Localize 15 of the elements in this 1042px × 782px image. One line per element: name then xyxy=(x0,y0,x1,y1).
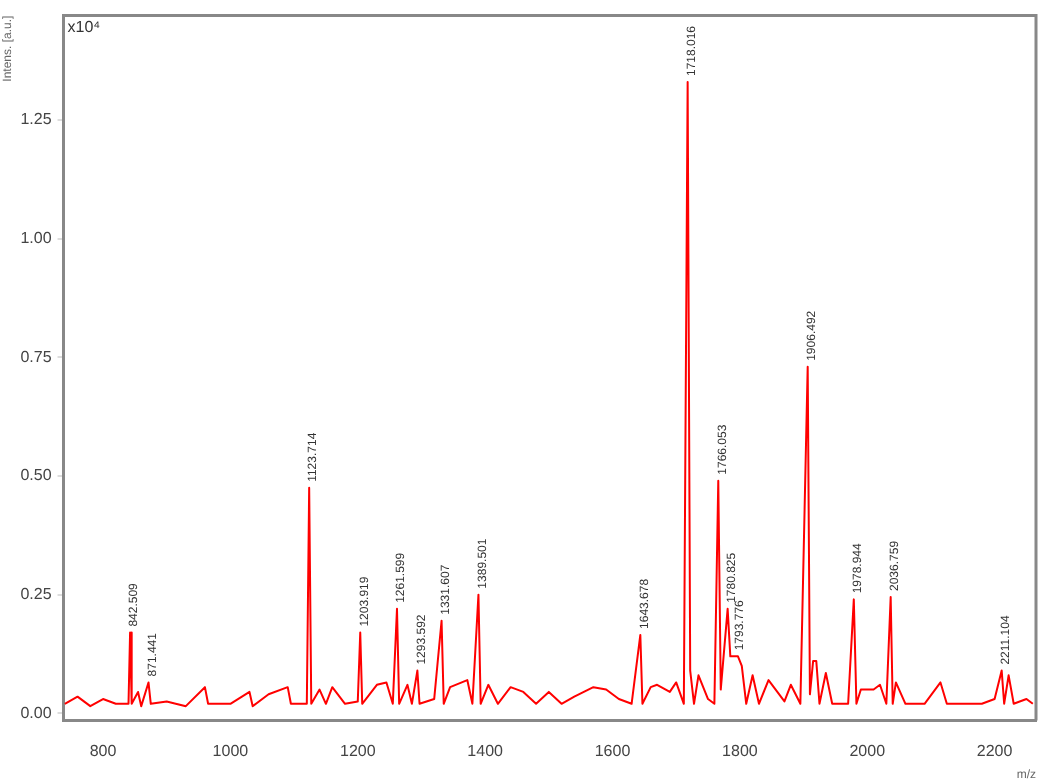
x-tick-label: 800 xyxy=(89,742,118,761)
y-tick-label: 0.50 xyxy=(20,466,53,485)
y-tick-label: 0.00 xyxy=(20,703,53,722)
x-tick-label: 1000 xyxy=(212,742,250,761)
y-tick-label: 0.25 xyxy=(20,585,53,604)
x-tick-label: 2200 xyxy=(976,742,1014,761)
x-tick-label: 1200 xyxy=(339,742,377,761)
y-tick-label: 0.75 xyxy=(20,347,53,366)
x-tick-label: 2000 xyxy=(849,742,887,761)
x-tick-label: 1400 xyxy=(467,742,505,761)
x-tick-label: 1800 xyxy=(722,742,759,761)
y-tick-label: 1.00 xyxy=(20,229,53,248)
x-tick-label: 1600 xyxy=(594,742,632,761)
y-tick-label: 1.25 xyxy=(20,110,53,129)
annotation: x10⁴ xyxy=(67,18,102,37)
